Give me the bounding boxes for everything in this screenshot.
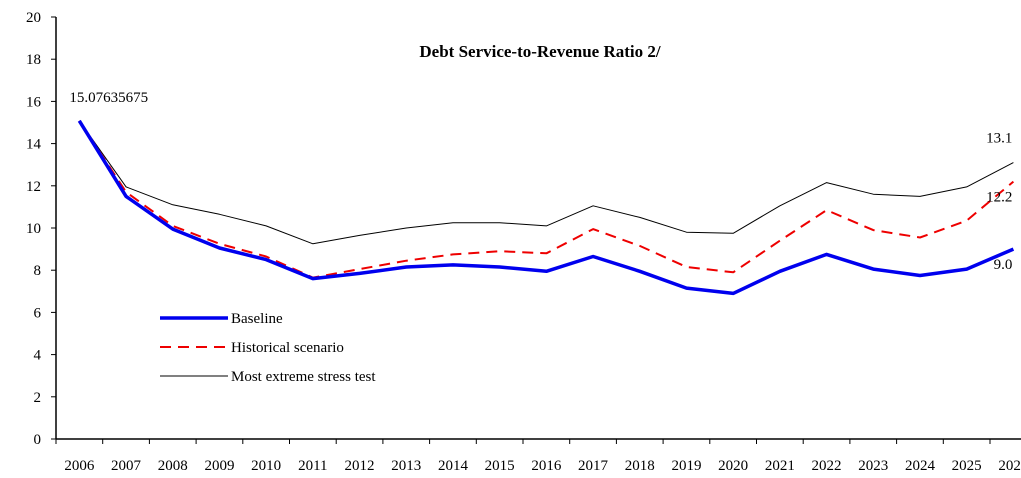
series-line-baseline <box>77 119 1015 296</box>
data-labels: 15.07635675 13.1 12.2 9.0 <box>69 90 1012 273</box>
legend-label: Most extreme stress test <box>231 369 376 385</box>
x-tick-label: 2013 <box>391 458 421 474</box>
legend-label: Historical scenario <box>231 340 344 356</box>
x-tick-label: 2006 <box>64 458 95 474</box>
legend: Baseline Historical scenario Most extreme … <box>160 311 376 385</box>
data-label: 9.0 <box>994 257 1013 273</box>
x-tick-label: 2025 <box>952 458 982 474</box>
x-tick-label: 2024 <box>905 458 936 474</box>
y-tick-label: 2 <box>34 390 42 406</box>
y-tick-label: 8 <box>34 263 42 279</box>
y-tick-label: 20 <box>26 10 41 26</box>
x-tick-label: 2026 <box>998 458 1021 474</box>
x-tick-label: 2017 <box>578 458 609 474</box>
x-tick-label: 2016 <box>531 458 562 474</box>
y-tick-label: 14 <box>26 137 42 153</box>
x-tick-label: 2008 <box>158 458 188 474</box>
x-tick-label: 2010 <box>251 458 281 474</box>
x-tick-label: 2007 <box>111 458 142 474</box>
data-label: 12.2 <box>986 190 1012 206</box>
x-tick-label: 2011 <box>298 458 327 474</box>
chart-title: Debt Service-to-Revenue Ratio 2/ <box>419 42 661 61</box>
x-tick-label: 2014 <box>438 458 469 474</box>
y-tick-label: 10 <box>26 221 41 237</box>
series-line-most-extreme-stress-test <box>78 120 1014 245</box>
series-lines <box>77 119 1015 296</box>
x-tick-label: 2020 <box>718 458 748 474</box>
y-axis: 0 2 4 6 8 10 12 14 16 18 20 <box>26 10 57 448</box>
x-tick-label: 2018 <box>625 458 655 474</box>
series-line-historical-scenario <box>78 120 1015 279</box>
x-tick-label: 2019 <box>671 458 701 474</box>
x-tick-label: 2023 <box>858 458 888 474</box>
y-tick-label: 12 <box>26 179 41 195</box>
x-tick-label: 2021 <box>765 458 795 474</box>
data-label: 13.1 <box>986 131 1012 147</box>
x-tick-label: 2015 <box>485 458 515 474</box>
x-axis: 2006 2007 2008 2009 2010 2011 2012 2013 2014 2015… <box>55 438 1021 474</box>
x-tick-label: 2022 <box>812 458 842 474</box>
x-tick-label: 2009 <box>204 458 234 474</box>
y-tick-label: 4 <box>34 348 42 364</box>
y-tick-label: 18 <box>26 52 41 68</box>
x-tick-label: 2012 <box>345 458 375 474</box>
y-tick-label: 16 <box>26 94 42 110</box>
data-label: 15.07635675 <box>69 90 148 106</box>
y-tick-label: 6 <box>34 305 42 321</box>
legend-label: Baseline <box>231 311 283 327</box>
y-tick-label: 0 <box>34 432 42 448</box>
